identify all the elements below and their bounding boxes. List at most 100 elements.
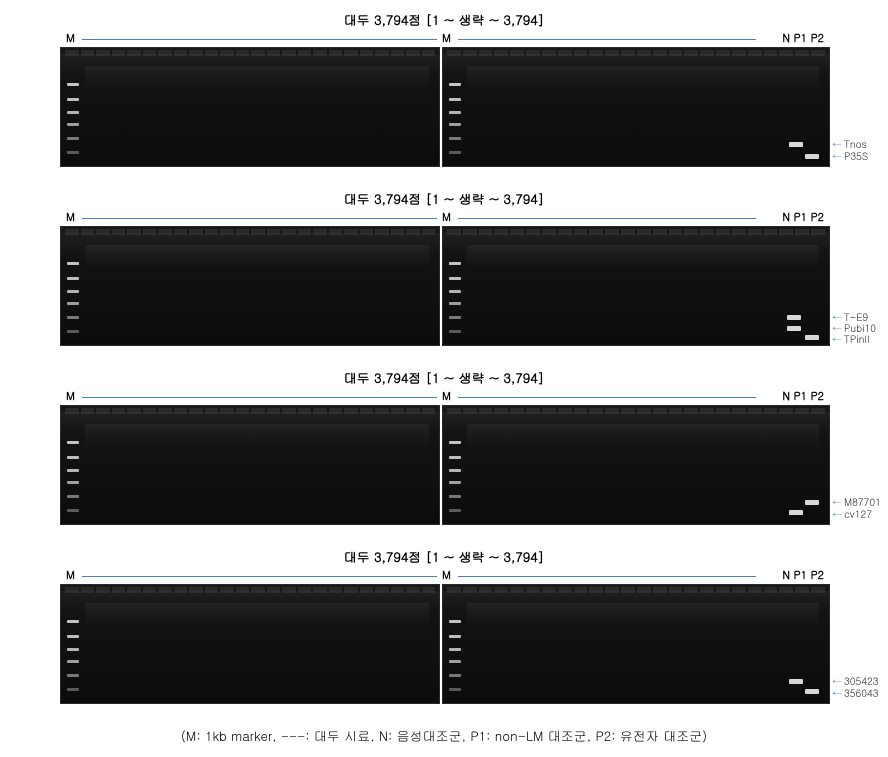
gel-image-row	[60, 405, 830, 525]
marker-band	[67, 137, 79, 140]
sample-smear	[85, 603, 429, 627]
lane-caption-row: M M N P1 P2	[60, 31, 830, 47]
sample-smear	[85, 245, 429, 269]
marker-band	[449, 123, 461, 126]
marker-band	[67, 635, 79, 638]
marker-band	[67, 151, 79, 154]
marker-band	[67, 660, 79, 663]
sample-range-line-right	[458, 218, 756, 219]
marker-band	[67, 648, 79, 651]
marker-band	[449, 660, 461, 663]
positive-control-bands	[779, 48, 823, 166]
marker-band	[67, 469, 79, 472]
marker-band	[449, 456, 461, 459]
marker-band	[449, 151, 461, 154]
sample-range-line-right	[458, 576, 756, 577]
marker-band	[67, 290, 79, 293]
positive-band	[787, 315, 801, 320]
marker-band	[449, 137, 461, 140]
band-label-text: 356043	[844, 686, 878, 700]
marker-label-left: M	[66, 210, 75, 225]
positive-band	[805, 154, 819, 159]
band-label-text: P35S	[844, 149, 868, 163]
sample-range-line-right	[458, 39, 756, 40]
marker-band	[67, 441, 79, 444]
marker-band	[449, 509, 461, 512]
sample-range-line-right	[458, 397, 756, 398]
marker-band	[449, 98, 461, 101]
positive-band	[787, 326, 801, 331]
control-lanes-label: N P1 P2	[782, 31, 824, 46]
sample-range-line-left	[82, 39, 437, 40]
positive-control-bands	[779, 406, 823, 524]
figure-caption: (M: 1kb marker, ---: 대두 시료, N: 음성대조군, P1…	[60, 726, 828, 745]
band-label-text: cv127	[844, 507, 872, 521]
sample-range-line-left	[82, 218, 437, 219]
control-lanes-label: N P1 P2	[782, 389, 824, 404]
marker-band	[449, 111, 461, 114]
marker-lane	[67, 72, 79, 160]
control-lanes-label: N P1 P2	[782, 210, 824, 225]
marker-band	[449, 635, 461, 638]
marker-label-mid: M	[442, 31, 451, 46]
marker-band	[67, 620, 79, 623]
gel-image-left	[60, 584, 440, 704]
sample-smear	[467, 603, 819, 627]
positive-control-bands	[779, 227, 823, 345]
sample-smear	[85, 66, 429, 90]
marker-lane	[449, 72, 461, 160]
marker-band	[67, 674, 79, 677]
marker-band	[67, 111, 79, 114]
marker-band	[67, 123, 79, 126]
lane-caption-row: M M N P1 P2	[60, 210, 830, 226]
marker-band	[449, 481, 461, 484]
gel-panel-2: 대두 3,794점 [1 ~ 생략 ~ 3,794] M M N P1 P2 ←…	[60, 189, 828, 346]
gel-image-left	[60, 47, 440, 167]
marker-band	[449, 83, 461, 86]
gel-image-left	[60, 226, 440, 346]
marker-band	[67, 456, 79, 459]
gel-image-right	[442, 405, 830, 525]
marker-band	[449, 620, 461, 623]
marker-band	[449, 262, 461, 265]
sample-smear	[467, 66, 819, 90]
marker-band	[67, 302, 79, 305]
marker-band	[449, 441, 461, 444]
marker-band	[449, 290, 461, 293]
gel-image-right	[442, 584, 830, 704]
lane-caption-row: M M N P1 P2	[60, 389, 830, 405]
marker-label-mid: M	[442, 389, 451, 404]
marker-label-left: M	[66, 568, 75, 583]
marker-label-left: M	[66, 31, 75, 46]
positive-band	[789, 679, 803, 684]
arrow-icon: ←	[832, 332, 842, 346]
positive-band	[805, 689, 819, 694]
marker-band	[67, 277, 79, 280]
marker-band	[67, 688, 79, 691]
lane-caption-row: M M N P1 P2	[60, 568, 830, 584]
marker-band	[67, 98, 79, 101]
gel-title: 대두 3,794점 [1 ~ 생략 ~ 3,794]	[60, 368, 828, 387]
arrow-icon: ←	[832, 507, 842, 521]
band-label: ←356043	[832, 686, 878, 700]
marker-band	[449, 469, 461, 472]
positive-control-bands	[779, 585, 823, 703]
marker-band	[67, 330, 79, 333]
gel-image-left	[60, 405, 440, 525]
band-label: ←cv127	[832, 507, 872, 521]
gel-image-right	[442, 47, 830, 167]
sample-smear	[467, 424, 819, 448]
marker-band	[449, 648, 461, 651]
sample-range-line-left	[82, 576, 437, 577]
marker-lane	[67, 430, 79, 518]
marker-band	[449, 316, 461, 319]
marker-band	[449, 688, 461, 691]
control-lanes-label: N P1 P2	[782, 568, 824, 583]
marker-band	[449, 277, 461, 280]
gel-image-row	[60, 584, 830, 704]
marker-band	[67, 262, 79, 265]
positive-band	[805, 335, 819, 340]
marker-label-mid: M	[442, 568, 451, 583]
gel-panel-1: 대두 3,794점 [1 ~ 생략 ~ 3,794] M M N P1 P2 ←…	[60, 10, 828, 167]
sample-smear	[85, 424, 429, 448]
